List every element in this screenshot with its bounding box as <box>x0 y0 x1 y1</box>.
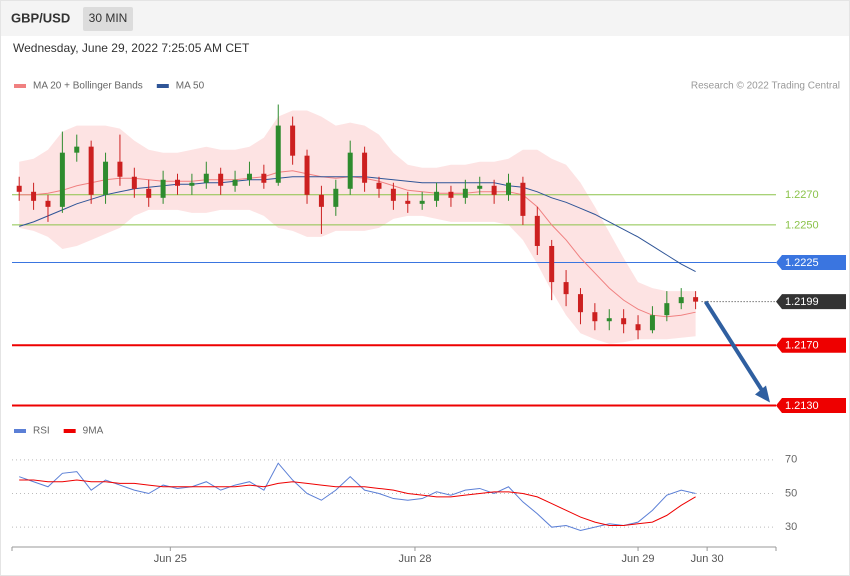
level-label-box <box>776 255 846 271</box>
candle-body <box>678 297 684 304</box>
bollinger-band <box>19 110 696 344</box>
candle-body <box>693 297 699 302</box>
candle-body <box>45 200 51 207</box>
price-panel: 1.2270 1.2250 1.2225 1.2199 1.2170 1.2130 MA 2… <box>12 81 846 413</box>
x-tick-label: Jun 25 <box>154 553 187 565</box>
candle-body <box>160 179 166 198</box>
candle-body <box>390 188 396 201</box>
candle-body <box>621 318 627 325</box>
forecast-arrow <box>703 300 766 395</box>
candle-body <box>318 194 324 207</box>
candle-body <box>31 191 37 201</box>
candle-body <box>592 312 598 322</box>
y-tick-label: 50 <box>785 487 797 499</box>
candle-body <box>520 182 526 216</box>
legend-swatch <box>14 84 26 88</box>
candle-body <box>333 188 339 207</box>
candle-body <box>290 125 296 156</box>
candle-body <box>448 191 454 198</box>
level-label-box <box>776 397 846 413</box>
candle-body <box>664 303 670 316</box>
candle-body <box>477 185 483 189</box>
candle-body <box>261 173 267 183</box>
candle-body <box>16 185 22 192</box>
y-tick-label: 70 <box>785 454 797 466</box>
candle-body <box>606 318 612 322</box>
level-label: 1.2225 <box>785 257 819 269</box>
candle-body <box>218 173 224 186</box>
candle-body <box>362 152 368 183</box>
candle-body <box>175 179 181 186</box>
legend-label: MA 50 <box>176 81 205 92</box>
candle-body <box>203 173 209 183</box>
candle-body <box>146 188 152 198</box>
candle-body <box>649 315 655 331</box>
candle-body <box>59 152 65 207</box>
candle-body <box>434 191 440 201</box>
interval-box[interactable] <box>83 7 133 31</box>
candle-body <box>232 179 238 186</box>
candle-body <box>405 200 411 204</box>
level-label: 1.2250 <box>785 219 819 231</box>
level-label: 1.2270 <box>785 189 819 201</box>
candle-body <box>506 182 512 195</box>
candle-body <box>376 182 382 189</box>
timestamp: Wednesday, June 29, 2022 7:25:05 AM CET <box>13 41 250 55</box>
x-tick-label: Jun 30 <box>691 553 724 565</box>
rsi-panel: RSI 9MA 30 50 70 Jun 25 Jun 28 Jun 29 Jun 30 <box>11 426 797 565</box>
candle-body <box>246 173 252 180</box>
ma-line <box>19 176 696 272</box>
candle-body <box>275 125 281 183</box>
legend-swatch <box>14 429 26 433</box>
rsi-line <box>19 479 696 526</box>
level-label: 1.2199 <box>785 296 819 308</box>
candle-body <box>635 324 641 331</box>
x-tick-label: Jun 28 <box>398 553 431 565</box>
candle-body <box>534 215 540 246</box>
candle-body <box>419 200 425 204</box>
legend-label: 9MA <box>83 426 104 437</box>
forecast-arrowhead <box>755 385 770 403</box>
level-label-box <box>776 337 846 353</box>
legend-label: MA 20 + Bollinger Bands <box>33 81 143 92</box>
candle-body <box>88 146 94 195</box>
candle-body <box>563 282 569 295</box>
level-label-box <box>776 294 846 310</box>
candle-body <box>74 146 80 153</box>
level-label: 1.2170 <box>785 340 819 352</box>
legend-swatch <box>63 429 76 433</box>
candle-body <box>117 161 123 177</box>
candle-body <box>131 176 137 189</box>
candle-body <box>189 182 195 186</box>
candle-body <box>103 161 109 195</box>
candle-body <box>304 155 310 195</box>
legend-label: RSI <box>33 426 50 437</box>
y-tick-label: 30 <box>785 521 797 533</box>
top-bar <box>1 1 849 36</box>
interval[interactable]: 30 MIN <box>89 11 128 25</box>
candle-body <box>549 245 555 283</box>
credit: Research © 2022 Trading Central <box>691 81 840 92</box>
candle-body <box>491 185 497 195</box>
legend-swatch <box>156 84 169 88</box>
candle-body <box>577 294 583 313</box>
symbol: GBP/USD <box>11 10 70 25</box>
candle-body <box>347 152 353 189</box>
candle-body <box>462 188 468 198</box>
level-label: 1.2130 <box>785 400 819 412</box>
rsi-line <box>19 462 696 532</box>
x-tick-label: Jun 29 <box>622 553 655 565</box>
